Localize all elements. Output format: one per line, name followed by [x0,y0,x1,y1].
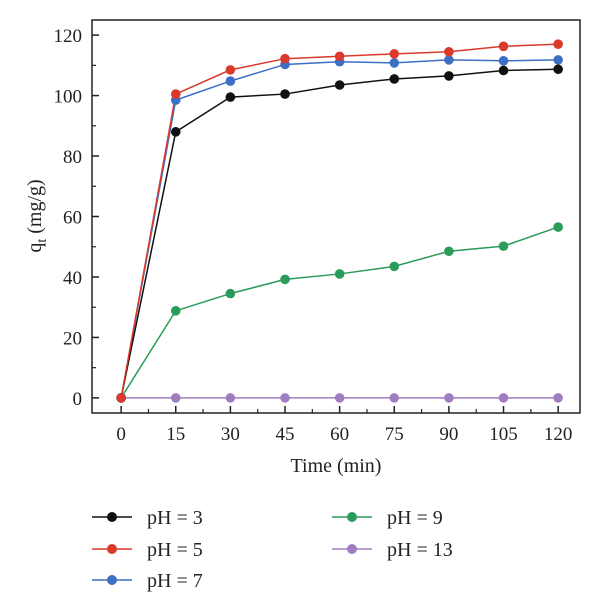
x-axis: 0 15 30 45 60 75 90 105 120 [116,406,572,445]
data-point [498,393,509,403]
y-tick-label: 20 [63,328,82,349]
data-point [225,393,236,403]
data-point [389,74,400,84]
legend-marker [347,512,357,522]
series-line [120,68,559,399]
data-point [444,393,454,403]
data-point [334,80,345,90]
legend-label: pH = 7 [147,570,203,592]
legend-label: pH = 13 [387,539,453,561]
x-tick-label: 45 [276,424,295,445]
data-point [334,51,345,62]
data-point [170,127,181,137]
legend-marker [107,544,117,554]
data-point [334,393,345,403]
series-lines [120,43,559,399]
series-line [120,59,559,399]
data-point [553,55,563,65]
data-point [444,246,454,257]
legend-label: pH = 3 [147,507,203,529]
data-point [334,269,345,279]
y-axis-title: qt (mg/g) [24,179,50,252]
legend: pH = 3 pH = 5 pH = 7 pH = 9 pH = 13 [92,507,453,592]
series-line [120,226,559,399]
data-point [389,49,400,59]
data-point [170,393,181,403]
data-point [280,393,290,403]
legend-label: pH = 9 [387,507,443,529]
series-line [120,43,559,399]
data-point [170,89,181,99]
y-tick-label: 80 [63,147,82,168]
data-point [225,288,236,299]
data-point [444,46,454,57]
data-point [498,56,509,66]
data-point [553,222,563,232]
y-tick-label: 0 [73,389,83,410]
data-point [498,41,509,52]
data-point [280,89,290,99]
x-tick-label: 0 [116,424,126,445]
data-point [280,53,290,64]
data-point [444,55,454,65]
x-tick-label: 120 [544,424,573,445]
y-tick-label: 40 [63,268,82,289]
x-tick-label: 30 [221,424,240,445]
x-tick-label: 105 [489,424,518,445]
series-points [116,39,563,403]
data-point [389,393,400,403]
data-point [280,274,290,285]
y-tick-label: 120 [54,26,83,47]
data-point [498,241,509,251]
y-tick-label: 60 [63,208,82,229]
data-point [389,261,400,272]
data-point [553,39,563,49]
data-point [498,65,509,76]
legend-marker [347,544,357,554]
x-tick-label: 15 [166,424,185,445]
x-tick-label: 75 [385,424,404,445]
y-axis: 0 20 40 60 80 100 120 [54,26,99,410]
x-axis-title: Time (min) [291,455,382,477]
legend-marker [107,575,117,585]
y-tick-label: 100 [54,87,83,108]
data-point [116,393,126,403]
data-point [225,92,236,102]
data-point [389,58,400,68]
plot-frame [91,19,581,414]
data-point [444,71,454,81]
data-point [225,76,236,86]
x-tick-label: 90 [439,424,458,445]
data-point [553,64,563,75]
legend-marker [107,512,117,522]
data-point [225,65,236,75]
x-tick-label: 60 [330,424,349,445]
legend-label: pH = 5 [147,539,203,561]
data-point [553,393,563,403]
data-point [170,306,181,316]
